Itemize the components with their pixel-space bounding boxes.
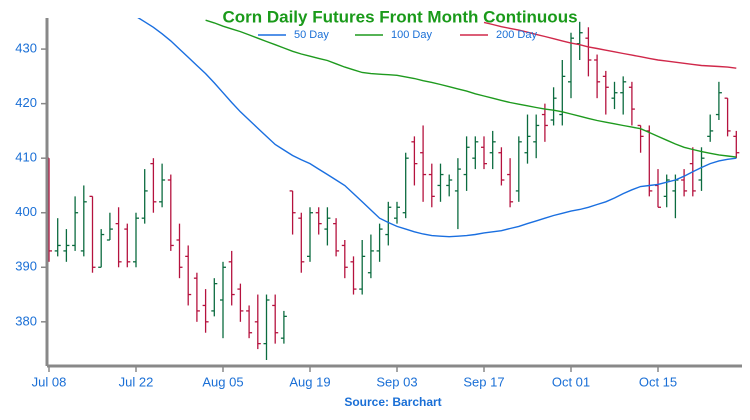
chart-title: Corn Daily Futures Front Month Continuou… — [222, 7, 577, 26]
x-tick-label: Aug 19 — [289, 374, 330, 389]
legend: 50 Day 100 Day 200 Day — [258, 29, 537, 41]
y-tick-label: 410 — [15, 150, 37, 165]
source: Source: Barchart — [344, 395, 441, 409]
ma-line — [205, 19, 737, 158]
x-tick-label: Sep 03 — [376, 374, 417, 389]
ma-line — [483, 21, 737, 69]
ma-line — [137, 18, 737, 238]
plot-area — [47, 18, 740, 360]
y-tick-label: 380 — [15, 313, 37, 328]
x-tick-label: Oct 15 — [639, 374, 677, 389]
legend-label: 50 Day — [294, 29, 329, 41]
x-tick-label: Jul 08 — [32, 374, 67, 389]
x-tick-label: Sep 17 — [463, 374, 504, 389]
legend-label: 100 Day — [391, 29, 432, 41]
legend-label: 200 Day — [496, 29, 537, 41]
y-tick-label: 390 — [15, 259, 37, 274]
y-tick-label: 430 — [15, 41, 37, 56]
x-tick-label: Aug 05 — [202, 374, 243, 389]
x-tick-label: Jul 22 — [119, 374, 154, 389]
x-tick-label: Oct 01 — [552, 374, 590, 389]
y-tick-label: 400 — [15, 204, 37, 219]
y-tick-label: 420 — [15, 95, 37, 110]
